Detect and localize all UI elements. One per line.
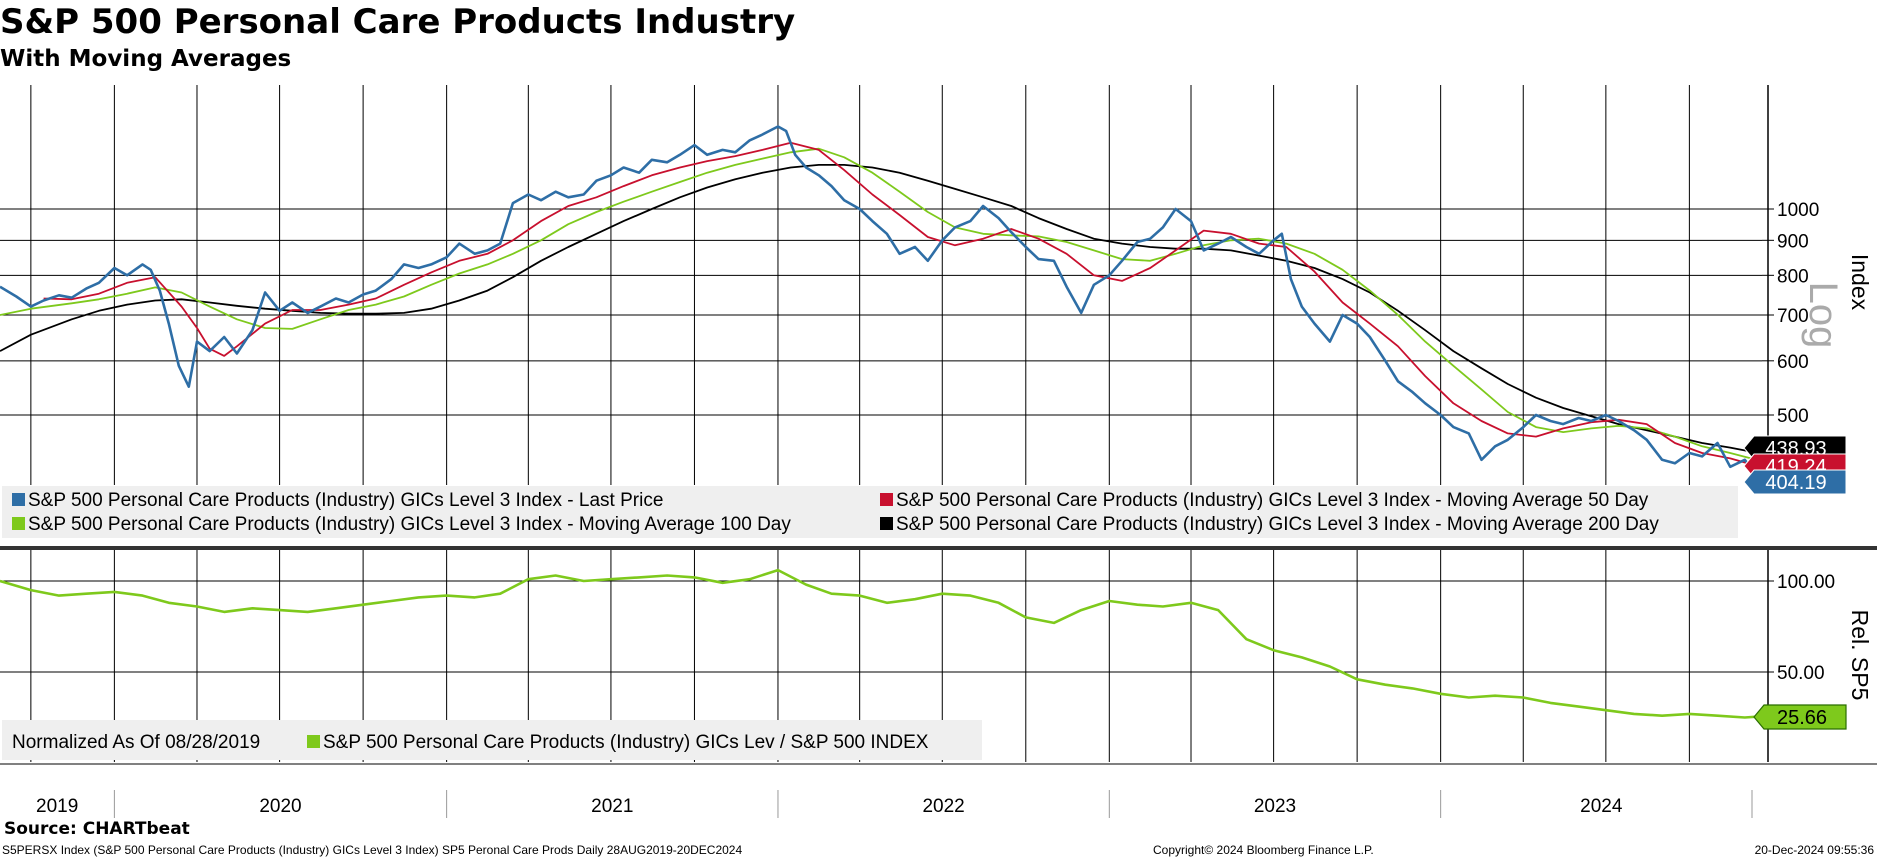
upper-y-tick-label: 600 xyxy=(1777,352,1809,373)
lower-y-tick-label: 50.00 xyxy=(1777,663,1825,684)
upper-y-tick-label: 500 xyxy=(1777,406,1809,427)
lower-series-group xyxy=(0,568,1763,719)
lower-legend-bg xyxy=(2,720,982,760)
lower-y-axis-label: Rel. SP5 xyxy=(1847,610,1873,701)
legend-swatch-ma200 xyxy=(880,517,893,530)
x-tick-label: 2019 xyxy=(36,796,78,817)
legend-swatch-relative xyxy=(307,735,320,748)
series-line-ma50 xyxy=(43,141,1763,469)
ticker-info: S5PERSX Index (S&P 500 Personal Care Pro… xyxy=(2,843,743,857)
x-tick-label: 2020 xyxy=(259,796,301,817)
legend-label-relative: S&P 500 Personal Care Products (Industry… xyxy=(323,732,929,753)
legend-label-last-price: S&P 500 Personal Care Products (Industry… xyxy=(28,490,663,511)
legend-label-ma100: S&P 500 Personal Care Products (Industry… xyxy=(28,514,791,535)
lower-y-tick-label: 100.00 xyxy=(1777,572,1835,593)
upper-series-group xyxy=(0,125,1763,480)
source-note: Source: CHARTbeat xyxy=(4,819,190,839)
legend-swatch-ma100 xyxy=(12,517,25,530)
copyright: Copyright© 2024 Bloomberg Finance L.P. xyxy=(1153,843,1374,857)
series-line-relative xyxy=(0,568,1763,719)
upper-y-tick-label: 700 xyxy=(1777,306,1809,327)
timestamp: 20-Dec-2024 09:55:36 xyxy=(1754,843,1874,857)
upper-grid xyxy=(0,85,1762,485)
legend-label-ma50: S&P 500 Personal Care Products (Industry… xyxy=(896,490,1649,511)
upper-legend-bg xyxy=(2,486,1738,538)
last-value-tag xyxy=(1743,469,1847,495)
series-line-ma100 xyxy=(0,147,1763,463)
series-line-ma200 xyxy=(0,164,1763,455)
chart-title: S&P 500 Personal Care Products Industry xyxy=(0,2,796,42)
legend-swatch-ma50 xyxy=(880,493,893,506)
x-tick-label: 2024 xyxy=(1580,796,1623,817)
chart-subtitle: With Moving Averages xyxy=(0,46,292,72)
lower-last-value-tag xyxy=(1753,704,1847,730)
upper-y-tick-label: 900 xyxy=(1777,231,1809,252)
last-value-text: 404.19 xyxy=(1765,472,1826,494)
series-line-last-price xyxy=(0,125,1763,480)
lower-last-value-text: 25.66 xyxy=(1777,707,1827,729)
legend-swatch-last-price xyxy=(12,493,25,506)
axes-group: 500 600 700 800 900 1000 50.00 100.00 Index Rel. … xyxy=(0,85,1877,818)
upper-y-tick-label: 800 xyxy=(1777,266,1809,287)
legend-group: S&P 500 Personal Care Products (Industry… xyxy=(2,486,1738,760)
x-tick-label: 2022 xyxy=(922,796,964,817)
x-tick-label: 2021 xyxy=(591,796,633,817)
log-scale-watermark: Log xyxy=(1801,282,1845,349)
x-tick-label: 2023 xyxy=(1254,796,1296,817)
legend-label-ma200: S&P 500 Personal Care Products (Industry… xyxy=(896,514,1659,535)
normalization-note: Normalized As Of 08/28/2019 xyxy=(12,732,260,753)
upper-y-axis-label: Index xyxy=(1847,254,1873,311)
upper-y-tick-label: 1000 xyxy=(1777,200,1819,221)
